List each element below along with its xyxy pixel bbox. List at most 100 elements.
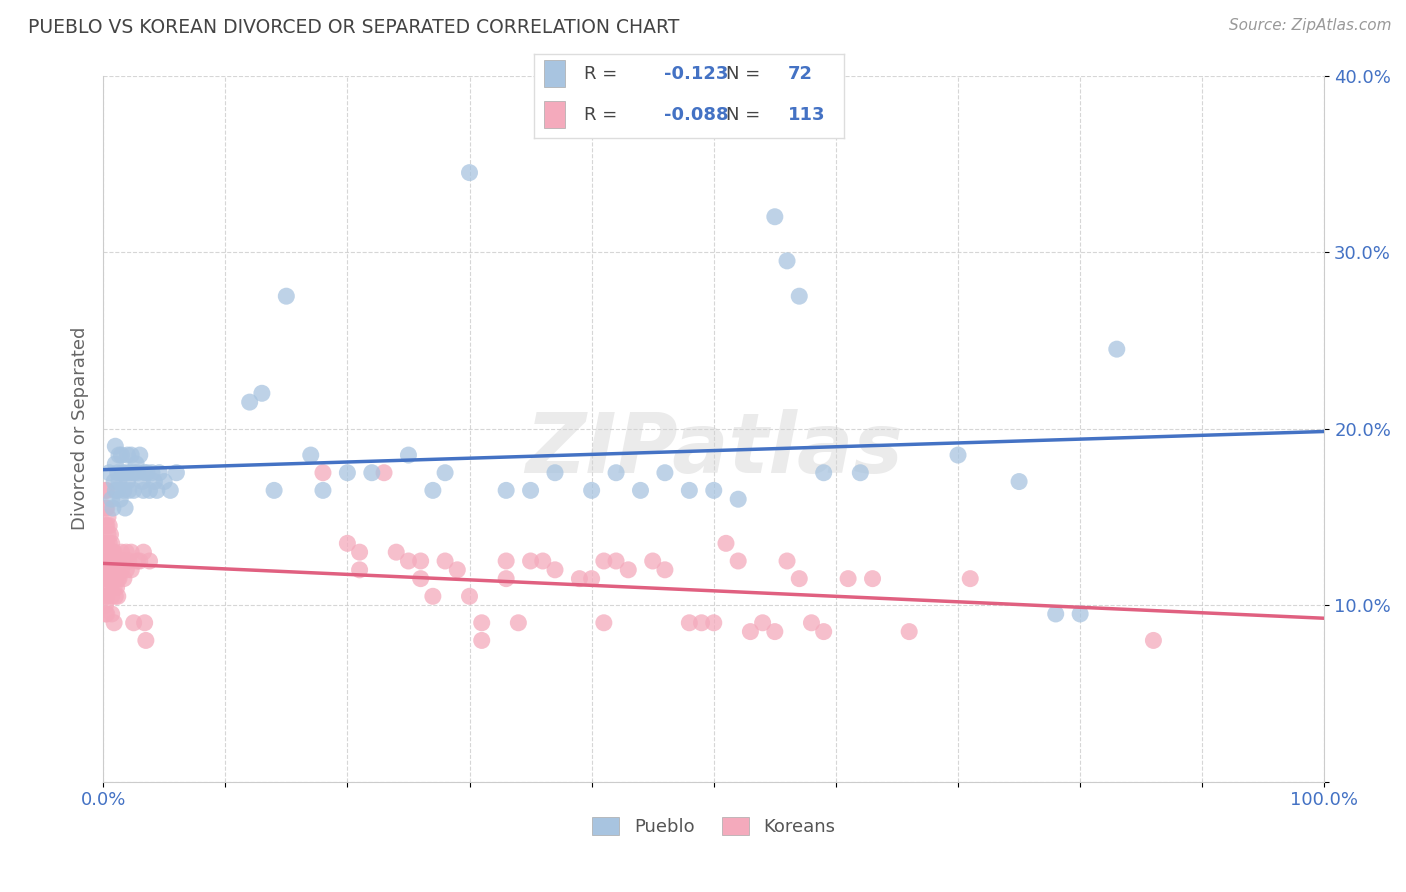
Point (471, 615, 494, 630)
Point (299, 448, 322, 462)
Point (98, 466, 121, 480)
Point (1045, 607, 1067, 621)
Point (605, 554, 627, 568)
Point (134, 466, 156, 480)
Point (94, 607, 117, 621)
Point (100, 545, 122, 559)
Point (276, 289, 298, 303)
Point (96, 589, 118, 603)
Point (122, 483, 145, 498)
Point (703, 483, 725, 498)
Point (96, 563, 118, 577)
Point (740, 624, 762, 639)
Point (349, 563, 371, 577)
Point (135, 633, 157, 648)
Point (100, 572, 122, 586)
Bar (544, 101, 565, 128)
Point (862, 572, 884, 586)
Point (714, 536, 737, 550)
Point (153, 475, 176, 489)
Point (458, 166, 481, 180)
Point (138, 554, 160, 568)
Text: Source: ZipAtlas.com: Source: ZipAtlas.com (1229, 18, 1392, 33)
Point (148, 466, 170, 480)
Point (128, 554, 150, 568)
Point (103, 545, 125, 559)
Point (107, 554, 129, 568)
Point (239, 395, 262, 409)
Point (787, 572, 810, 586)
Point (100, 589, 122, 603)
Point (360, 466, 382, 480)
Point (398, 448, 420, 462)
Point (104, 554, 127, 568)
Point (110, 563, 132, 577)
Point (519, 483, 541, 498)
Point (117, 475, 139, 489)
Point (508, 615, 530, 630)
Point (434, 466, 457, 480)
Point (727, 554, 749, 568)
Point (654, 563, 676, 577)
Point (98, 554, 121, 568)
Point (108, 554, 131, 568)
Point (125, 457, 148, 471)
Point (104, 483, 127, 498)
Point (117, 448, 139, 462)
Point (97, 545, 120, 559)
Point (959, 572, 981, 586)
Point (349, 545, 371, 559)
Bar (544, 61, 565, 87)
Point (127, 466, 149, 480)
Point (96, 572, 118, 586)
Point (97, 527, 120, 541)
Point (94, 554, 117, 568)
Point (97, 572, 120, 586)
Text: 113: 113 (787, 105, 825, 123)
Point (605, 466, 627, 480)
Point (165, 466, 187, 480)
Point (136, 466, 159, 480)
Point (690, 615, 713, 630)
Point (458, 589, 481, 603)
Point (132, 545, 155, 559)
Point (373, 466, 395, 480)
Point (146, 483, 169, 498)
Point (103, 563, 125, 577)
Point (110, 448, 132, 462)
Point (398, 554, 420, 568)
Point (103, 615, 125, 630)
Text: N =: N = (725, 65, 761, 83)
Point (100, 492, 122, 507)
Point (946, 448, 969, 462)
Text: R =: R = (583, 105, 617, 123)
Point (112, 572, 135, 586)
Point (336, 536, 359, 550)
Text: 72: 72 (787, 65, 813, 83)
Point (495, 554, 517, 568)
Point (122, 615, 145, 630)
Point (385, 545, 408, 559)
Point (96, 518, 118, 533)
Point (592, 615, 614, 630)
Point (837, 572, 859, 586)
Point (763, 624, 786, 639)
Point (544, 563, 567, 577)
Point (1069, 607, 1091, 621)
Point (94, 589, 117, 603)
Point (100, 527, 122, 541)
Point (100, 581, 122, 595)
Point (122, 466, 145, 480)
Point (641, 554, 664, 568)
Point (112, 554, 135, 568)
Point (97, 563, 120, 577)
Point (94, 536, 117, 550)
Point (336, 466, 359, 480)
Point (105, 563, 128, 577)
Point (776, 253, 799, 268)
Point (94, 572, 117, 586)
Point (592, 554, 614, 568)
Point (434, 554, 457, 568)
Point (531, 554, 554, 568)
Point (581, 572, 603, 586)
